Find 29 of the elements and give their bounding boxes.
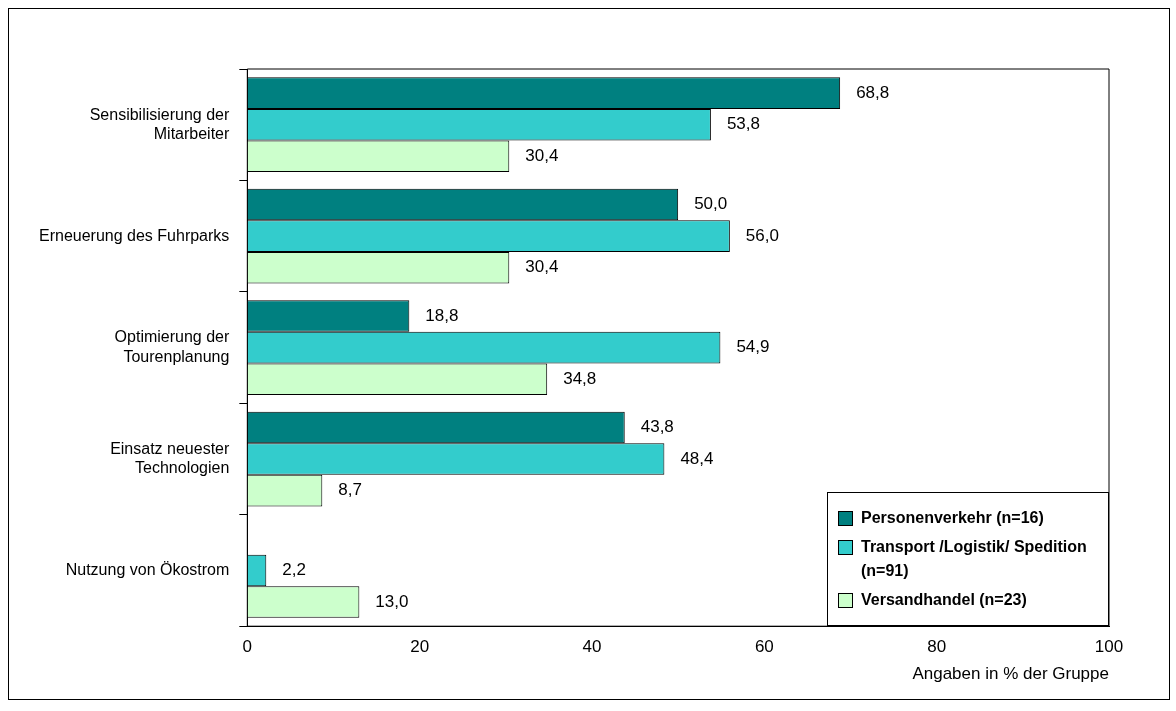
data-label: 30,4 xyxy=(525,145,559,165)
x-tick-label: 60 xyxy=(754,637,774,657)
data-label: 18,8 xyxy=(425,305,459,325)
data-label: 50,0 xyxy=(694,194,728,214)
data-label: 56,0 xyxy=(745,225,779,245)
data-label: 53,8 xyxy=(726,114,760,134)
data-label: 13,0 xyxy=(375,591,409,611)
y-tick-label: Erneuerung des Fuhrparks xyxy=(39,226,230,244)
data-label: 30,4 xyxy=(525,257,559,277)
y-tick-label: Optimierung der Tourenplanung xyxy=(114,328,230,365)
x-tick-label: 100 xyxy=(1094,637,1124,657)
y-tick-label: Einsatz neuester Technologien xyxy=(110,439,230,477)
legend-label: Personenverkehr (n=16) xyxy=(861,508,1044,529)
legend-label: Versandhandel (n=23) xyxy=(861,590,1027,611)
data-label: 8,7 xyxy=(338,480,362,500)
x-axis-title: Angaben in % der Gruppe xyxy=(912,664,1109,684)
data-label: 68,8 xyxy=(856,82,890,102)
x-tick-label: 0 xyxy=(242,637,253,657)
x-tick-label: 20 xyxy=(410,637,430,657)
y-tick-label: Sensibilisierung der Mitarbeiter xyxy=(89,105,230,142)
data-label: 54,9 xyxy=(736,337,770,357)
y-tick-label: Nutzung von Ökostrom xyxy=(65,560,230,578)
x-tick-label: 80 xyxy=(927,637,947,657)
data-label: 34,8 xyxy=(563,368,597,388)
data-label: 2,2 xyxy=(282,560,306,580)
data-label: 48,4 xyxy=(680,448,714,468)
legend-label: Transport /Logistik/ Spedition (n=91) xyxy=(861,537,1088,582)
data-label: 43,8 xyxy=(640,417,674,437)
x-tick-label: 40 xyxy=(582,637,602,657)
